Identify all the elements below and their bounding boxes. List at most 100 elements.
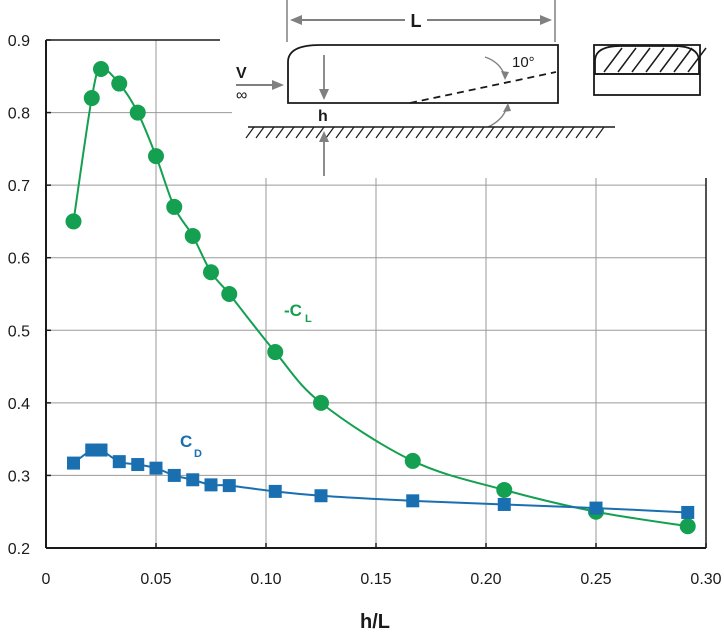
x-axis-title: h/L — [360, 611, 390, 633]
x-tick-label: 0.05 — [140, 571, 171, 588]
cd-point — [167, 468, 181, 482]
cl-point — [496, 481, 513, 498]
ground-hatch-line — [245, 126, 255, 139]
ground-hatch-line — [505, 126, 515, 139]
y-tick-label: 0.3 — [8, 468, 30, 485]
series-cd — [67, 443, 695, 519]
y-tick-label: 0.8 — [8, 106, 30, 123]
length-arrow-right — [540, 15, 552, 25]
y-tick-label: 0.7 — [8, 178, 30, 195]
cd-point — [149, 461, 163, 475]
ground-hatch-line — [305, 126, 315, 139]
y-tick-label: 0.6 — [8, 251, 30, 268]
x-tick-label: 0.30 — [690, 571, 721, 588]
x-tick-label: 0 — [42, 571, 51, 588]
length-arrow-left — [290, 15, 302, 25]
cd-point — [112, 455, 126, 469]
cl-point — [166, 198, 183, 215]
series-label-cl-sub: L — [305, 313, 312, 325]
angle-reference-line — [409, 71, 557, 104]
ground-hatch-line — [445, 126, 455, 139]
ground-hatching — [245, 126, 605, 139]
series-label-cd: C D — [180, 432, 202, 460]
y-tick-label: 0.2 — [8, 541, 30, 558]
angle-arc-arrowhead — [501, 71, 509, 80]
velocity-label: V — [236, 65, 247, 82]
ground-hatch-line — [435, 126, 445, 139]
cd-point — [131, 458, 145, 472]
section-hatch-line — [659, 47, 679, 73]
cd-point — [94, 443, 108, 457]
ground-hatch-line — [545, 126, 555, 139]
ground-hatch-line — [375, 126, 385, 139]
gap-label: h — [318, 108, 328, 125]
x-tick-label: 0.25 — [580, 571, 611, 588]
diagram: L 10° V ∞ h — [232, 0, 724, 178]
ground-hatch-line — [355, 126, 365, 139]
ground-hatch-line — [415, 126, 425, 139]
cd-point — [314, 489, 328, 503]
section-hatch-line — [631, 47, 651, 73]
ground-hatch-line — [495, 126, 505, 139]
ground-hatch-line — [295, 126, 305, 139]
ground-hatch-line — [255, 126, 265, 139]
ground-hatch-line — [365, 126, 375, 139]
section-hatch-line — [645, 47, 665, 73]
ground-hatch-line — [475, 126, 485, 139]
ground-hatch-line — [335, 126, 345, 139]
ground-hatch-line — [535, 126, 545, 139]
cl-point — [93, 61, 109, 78]
series-label-cd-sub: D — [194, 448, 202, 460]
cl-point — [184, 227, 201, 244]
section-hatch-line — [687, 47, 707, 73]
ground-hatch-line — [595, 126, 605, 139]
cd-point — [186, 473, 200, 487]
cl-point — [313, 394, 329, 411]
ground-hatch-line — [315, 126, 325, 139]
cl-point — [679, 518, 696, 535]
cl-point — [267, 344, 284, 361]
cd-point — [497, 497, 511, 511]
cl-point — [148, 148, 164, 165]
ground-hatch-line — [455, 126, 465, 139]
ground-hatch-line — [385, 126, 395, 139]
cd-point — [589, 501, 603, 515]
angle-label: 10° — [512, 54, 535, 71]
series-label-cl-main: -C — [284, 301, 302, 320]
y-tick-label: 0.9 — [8, 33, 30, 50]
ground-hatch-line — [575, 126, 585, 139]
length-label-bg — [405, 8, 427, 32]
cl-point — [111, 75, 128, 92]
gap-arrow-down-head — [319, 89, 329, 100]
y-tick-label: 0.4 — [8, 396, 30, 413]
cl-point — [129, 104, 146, 121]
ground-hatch-line — [555, 126, 565, 139]
ground-hatch-line — [345, 126, 355, 139]
cd-point — [268, 484, 282, 498]
x-tick-label: 0.10 — [250, 571, 281, 588]
section-hatch-line — [617, 47, 637, 73]
cl-point — [221, 286, 238, 302]
cd-point — [67, 456, 80, 470]
velocity-arrowhead — [272, 80, 284, 90]
ground-hatch-line — [565, 126, 575, 139]
x-tick-label: 0.15 — [360, 571, 391, 588]
ground-hatch-line — [425, 126, 435, 139]
section-hatch-line — [603, 47, 623, 73]
ground-hatch-line — [265, 126, 275, 139]
velocity-subscript: ∞ — [236, 87, 247, 104]
gap-arrow-up-head — [319, 131, 329, 142]
cd-point — [204, 478, 218, 492]
ground-hatch-line — [285, 126, 295, 139]
ground-hatch-line — [405, 126, 415, 139]
ground-hatch-line — [585, 126, 595, 139]
ground-hatch-line — [325, 126, 335, 139]
axes: 0 0.05 0.10 0.15 0.20 0.25 0.30 0.2 0.3 0.4 0.5 0.6… — [8, 33, 722, 588]
ground-hatch-line — [525, 126, 535, 139]
section-hatch-line — [673, 47, 693, 73]
y-tick-label: 0.5 — [8, 323, 30, 340]
cd-point — [406, 494, 420, 508]
ground-hatch-line — [515, 126, 525, 139]
ground-hatch-line — [395, 126, 405, 139]
